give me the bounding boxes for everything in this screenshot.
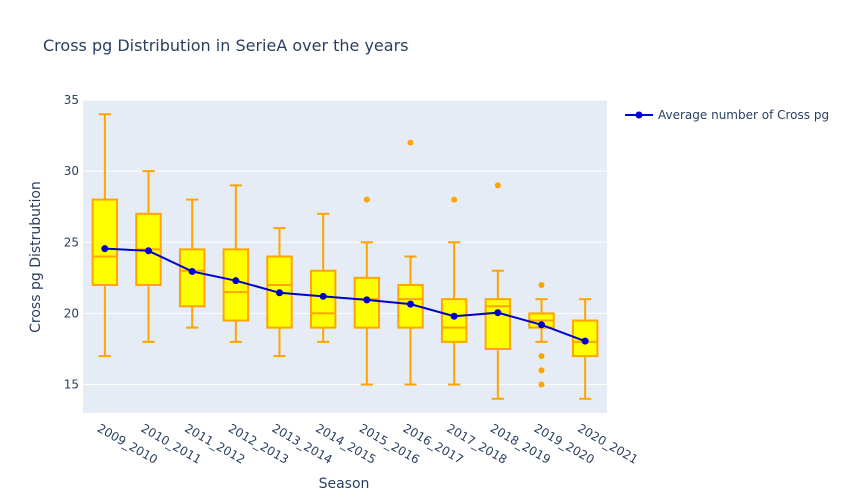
box-body — [91, 198, 119, 286]
x-axis-title: Season — [319, 476, 370, 492]
plot-area — [83, 100, 607, 413]
box-plot — [484, 182, 512, 400]
average-point — [101, 245, 109, 253]
box-plot — [397, 139, 424, 386]
average-point — [319, 292, 327, 300]
average-point — [494, 309, 502, 317]
legend-label: Average number of Cross pg — [658, 108, 829, 122]
average-point — [232, 277, 240, 285]
box-body — [484, 298, 512, 350]
outlier-point — [407, 139, 414, 146]
outlier-point — [538, 367, 545, 374]
y-tick-label: 15 — [64, 378, 79, 392]
y-axis-ticks: 15 20 25 30 35 — [64, 93, 79, 392]
average-point — [450, 312, 458, 320]
y-tick-label: 35 — [64, 93, 79, 107]
average-point — [188, 267, 196, 275]
average-point — [407, 300, 414, 308]
box-plot — [91, 113, 119, 358]
y-tick-label: 30 — [64, 164, 79, 178]
x-axis-ticks: 2009_20102010_20112011_20122012_20132013… — [95, 421, 640, 467]
box-body — [178, 248, 206, 308]
y-axis-title: Cross pg Distrubution — [28, 181, 44, 333]
outlier-point — [494, 182, 501, 189]
legend[interactable]: Average number of Cross pg — [625, 108, 829, 122]
y-tick-label: 20 — [64, 306, 79, 320]
outlier-point — [538, 353, 545, 360]
outlier-point — [538, 281, 545, 288]
average-point — [581, 337, 589, 345]
y-tick-label: 25 — [64, 235, 79, 249]
box-plot — [178, 198, 206, 329]
average-point — [145, 247, 152, 255]
average-line — [101, 245, 589, 345]
box-plot — [222, 184, 250, 343]
gridlines — [83, 99, 607, 386]
outlier-point — [451, 196, 458, 203]
average-point — [363, 296, 371, 304]
box-plot — [440, 196, 468, 386]
average-series-line — [104, 247, 586, 343]
box-body — [440, 298, 468, 343]
chart-title: Cross pg Distribution in SerieA over the… — [43, 36, 408, 55]
legend-marker-swatch — [635, 111, 643, 119]
box-plot — [353, 196, 381, 386]
average-point — [538, 321, 545, 329]
outlier-point — [538, 381, 545, 388]
box-body — [222, 248, 250, 322]
outlier-point — [363, 196, 370, 203]
average-point — [276, 289, 283, 297]
